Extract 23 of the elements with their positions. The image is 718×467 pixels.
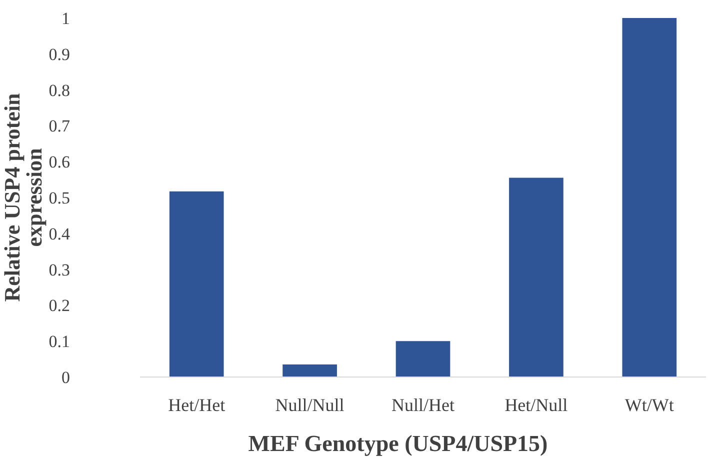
y-tick-label: 0.1: [48, 332, 70, 352]
y-tick-label: 1: [62, 8, 70, 28]
bar: [169, 191, 224, 377]
y-axis-title: Relative USP4 protein expression: [0, 93, 47, 302]
bar: [509, 178, 564, 377]
bar: [282, 364, 337, 377]
y-tick-label: 0.5: [48, 188, 70, 208]
y-tick-label: 0.7: [48, 116, 70, 136]
x-tick-label: Wt/Wt: [624, 395, 674, 415]
y-tick-label: 0.4: [48, 224, 70, 244]
y-tick-label: 0.8: [48, 80, 70, 100]
bar: [622, 18, 677, 377]
x-tick-label: Null/Null: [275, 395, 344, 415]
x-tick-label: Het/Null: [504, 395, 568, 415]
x-tick-label: Het/Het: [168, 395, 226, 415]
bar: [396, 341, 450, 377]
y-tick-label: 0.6: [48, 152, 70, 172]
x-axis-title: MEF Genotype (USP4/USP15): [248, 431, 548, 456]
y-tick-label: 0.3: [48, 260, 70, 280]
y-tick-label: 0: [62, 368, 70, 387]
x-tick-label: Null/Het: [392, 395, 454, 415]
y-tick-label: 0.2: [48, 296, 70, 316]
y-tick-label: 0.9: [48, 44, 70, 64]
